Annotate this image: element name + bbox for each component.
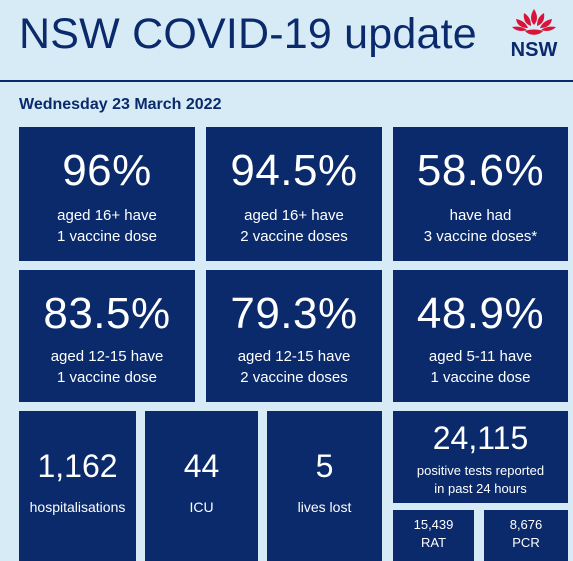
rat-tile: 15,439 RAT <box>393 510 474 561</box>
vaccine-label-line1: aged 12-15 have <box>50 348 164 365</box>
vaccine-label-line2: 1 vaccine dose <box>56 369 158 386</box>
lives-lost-count: 5 <box>315 448 334 484</box>
header-divider <box>0 80 573 82</box>
vaccine-label-line2: 2 vaccine doses <box>240 228 348 245</box>
lives-lost-tile: 5 lives lost <box>267 411 382 561</box>
vaccine-tile-16-plus-2-doses: 94.5% aged 16+ have 2 vaccine doses <box>206 127 382 261</box>
vaccine-label-line1: aged 12-15 have <box>237 348 351 365</box>
lives-lost-label: lives lost <box>297 499 352 515</box>
rat-count: 15,439 <box>413 517 454 532</box>
page-title: NSW COVID-19 update <box>19 10 477 58</box>
positive-tests-tile: 24,115 positive tests reported in past 2… <box>393 411 568 503</box>
positive-tests-label-line1: positive tests reported <box>416 463 545 478</box>
vaccine-tile-12-15-1-dose: 83.5% aged 12-15 have 1 vaccine dose <box>19 270 195 402</box>
icu-tile: 44 ICU <box>145 411 258 561</box>
vaccine-percent: 83.5% <box>43 289 171 338</box>
icu-label: ICU <box>189 499 214 515</box>
vaccine-tile-5-11-1-dose: 48.9% aged 5-11 have 1 vaccine dose <box>393 270 568 402</box>
vaccine-tile-3-doses: 58.6% have had 3 vaccine doses* <box>393 127 568 261</box>
hospitalisations-count: 1,162 <box>37 448 118 484</box>
pcr-label: PCR <box>512 535 540 550</box>
positive-tests-count: 24,115 <box>432 420 529 456</box>
vaccine-percent: 96% <box>62 146 152 195</box>
pcr-tile: 8,676 PCR <box>484 510 568 561</box>
vaccine-label-line2: 2 vaccine doses <box>240 369 348 386</box>
positive-tests-label-line2: in past 24 hours <box>434 481 527 496</box>
vaccine-label-line1: aged 16+ have <box>244 207 344 224</box>
vaccine-percent: 58.6% <box>416 146 545 195</box>
hospitalisations-tile: 1,162 hospitalisations <box>19 411 136 561</box>
vaccine-tile-12-15-2-doses: 79.3% aged 12-15 have 2 vaccine doses <box>206 270 382 402</box>
vaccine-label-line2: 1 vaccine dose <box>56 228 158 245</box>
icu-count: 44 <box>183 448 220 484</box>
vaccine-label-line2: 1 vaccine dose <box>430 369 531 386</box>
waratah-flower-icon <box>512 9 556 35</box>
vaccine-label-line1: have had <box>449 207 512 224</box>
pcr-count: 8,676 <box>509 517 543 532</box>
logo-text: NSW <box>510 39 558 61</box>
vaccine-tile-16-plus-1-dose: 96% aged 16+ have 1 vaccine dose <box>19 127 195 261</box>
report-date: Wednesday 23 March 2022 <box>19 96 222 113</box>
rat-label: RAT <box>420 535 447 550</box>
vaccine-label-line2: 3 vaccine doses* <box>423 228 538 245</box>
vaccine-label-line1: aged 16+ have <box>57 207 157 224</box>
vaccine-label-line1: aged 5-11 have <box>428 348 533 365</box>
hospitalisations-label: hospitalisations <box>29 499 126 515</box>
vaccine-percent: 94.5% <box>230 146 358 195</box>
vaccine-percent: 79.3% <box>230 289 358 338</box>
nsw-logo: NSW <box>507 7 561 63</box>
vaccine-percent: 48.9% <box>416 289 545 338</box>
